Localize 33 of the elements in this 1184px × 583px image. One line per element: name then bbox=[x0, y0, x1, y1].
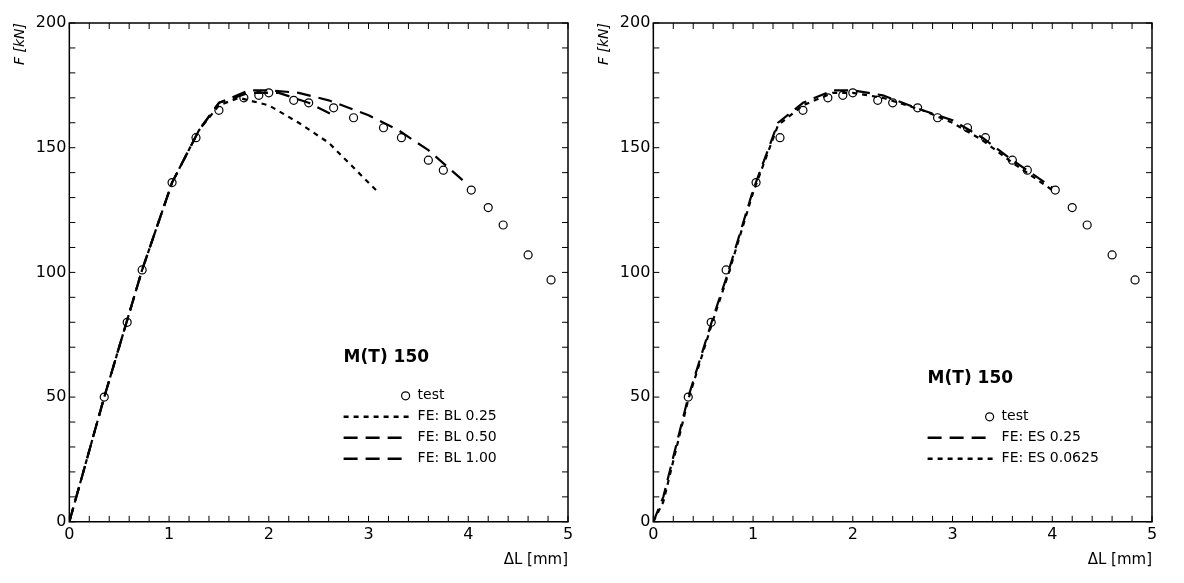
y-tick-label: 0 bbox=[640, 510, 651, 530]
y-tick-label: 150 bbox=[619, 136, 651, 156]
legend-label: FE: BL 1.00 bbox=[417, 449, 497, 466]
x-tick-label: 4 bbox=[1047, 523, 1058, 543]
x-tick-label: 2 bbox=[847, 523, 858, 543]
legend-title: M(T) 150 bbox=[927, 367, 1014, 388]
legend-label: test bbox=[1001, 407, 1029, 424]
x-tick-label: 5 bbox=[1146, 523, 1158, 543]
x-tick-label: 5 bbox=[562, 523, 574, 543]
y-axis-title: F [kN] bbox=[11, 23, 28, 66]
y-tick-label: 100 bbox=[35, 261, 67, 281]
y-tick-label: 0 bbox=[56, 510, 67, 530]
y-tick-label: 200 bbox=[35, 12, 67, 32]
legend-label: FE: ES 0.25 bbox=[1001, 428, 1082, 445]
x-tick-label: 3 bbox=[363, 523, 374, 543]
legend-label: FE: BL 0.25 bbox=[417, 407, 497, 424]
y-tick-label: 150 bbox=[35, 136, 67, 156]
legend-label: FE: BL 0.50 bbox=[417, 428, 497, 445]
x-axis-title: ΔL [mm] bbox=[1087, 549, 1152, 568]
x-tick-label: 2 bbox=[263, 523, 274, 543]
x-tick-label: 1 bbox=[163, 523, 175, 543]
x-axis-title: ΔL [mm] bbox=[503, 549, 568, 568]
legend-label: FE: ES 0.0625 bbox=[1001, 449, 1099, 466]
x-tick-label: 3 bbox=[947, 523, 958, 543]
y-axis-title: F [kN] bbox=[595, 23, 612, 66]
x-tick-label: 4 bbox=[463, 523, 474, 543]
y-tick-label: 200 bbox=[619, 12, 651, 32]
y-tick-label: 50 bbox=[629, 386, 651, 406]
y-tick-label: 100 bbox=[619, 261, 651, 281]
legend-label: test bbox=[417, 386, 445, 403]
x-tick-label: 1 bbox=[747, 523, 759, 543]
y-tick-label: 50 bbox=[45, 386, 67, 406]
legend-title: M(T) 150 bbox=[343, 346, 430, 367]
